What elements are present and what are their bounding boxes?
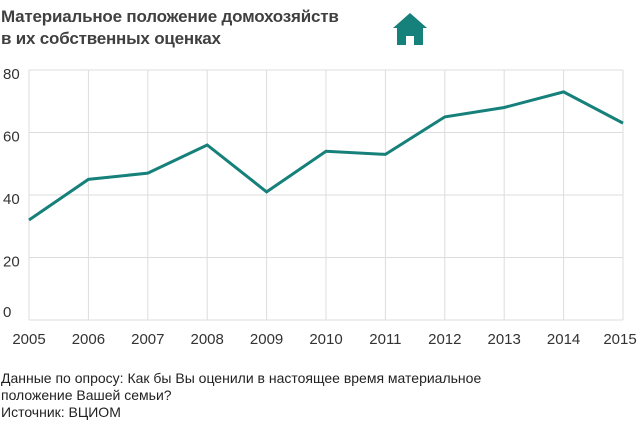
title-line-1: Материальное положение домохозяйств: [1, 7, 339, 26]
y-tick-label: 0: [3, 304, 11, 321]
source-text: Источник: ВЦИОМ: [1, 404, 121, 420]
y-tick-label: 20: [3, 254, 20, 271]
x-tick-label: 2014: [547, 331, 580, 348]
footnote-line-2: положение Вашей семьи?: [1, 387, 172, 403]
footnote: Данные по опросу: Как бы Вы оценили в на…: [1, 370, 601, 421]
chart-title: Материальное положение домохозяйств в их…: [1, 6, 339, 50]
house-icon: [393, 13, 427, 45]
x-tick-label: 2006: [72, 331, 105, 348]
x-tick-label: 2008: [191, 331, 224, 348]
x-tick-label: 2013: [488, 331, 521, 348]
x-tick-label: 2010: [309, 331, 342, 348]
title-line-2: в их собственных оценках: [1, 29, 221, 48]
y-tick-label: 80: [3, 66, 20, 83]
footnote-line-1: Данные по опросу: Как бы Вы оценили в на…: [1, 370, 482, 386]
x-tick-label: 2012: [428, 331, 461, 348]
y-tick-label: 40: [3, 191, 20, 208]
x-tick-label: 2007: [131, 331, 164, 348]
line-chart: 0 20 40 60 80 2005 2006 2007 2008 2009 2010 2011 201…: [3, 66, 637, 348]
x-tick-label: 2015: [603, 331, 636, 348]
y-tick-label: 60: [3, 129, 20, 146]
x-tick-label: 2011: [369, 331, 401, 348]
x-tick-label: 2005: [12, 331, 45, 348]
x-tick-label: 2009: [250, 331, 283, 348]
